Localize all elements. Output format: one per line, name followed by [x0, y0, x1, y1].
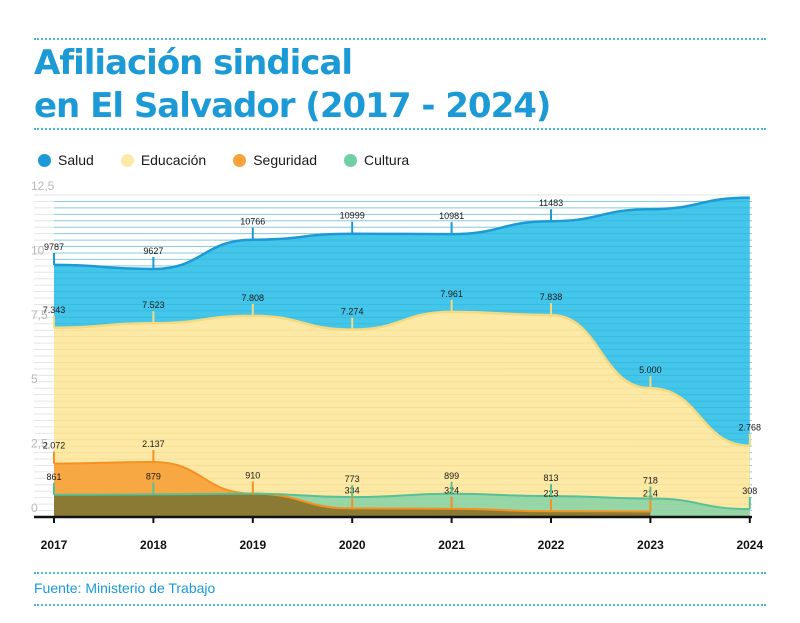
series-line-seguridad: [53, 460, 651, 513]
cultura-data-label: 879: [146, 471, 161, 481]
x-tick-label: 2023: [637, 538, 664, 552]
y-axis-ticks: 0 2,5 5 7,5 10 12,5: [31, 179, 55, 515]
y-tick-label: 0: [31, 501, 38, 515]
top-divider: [34, 38, 766, 40]
educacion-data-label: 2.768: [739, 423, 762, 433]
chart-title-line-1: Afiliación sindical: [34, 43, 353, 83]
educacion-data-labels: 7.343 7.523 7.808 7.274 7.961 7.838 5.000 2.768: [43, 289, 761, 446]
salud-data-label: 10999: [340, 211, 365, 221]
y-tick-label: 7,5: [31, 308, 48, 322]
salud-data-label: 10981: [439, 211, 464, 221]
cultura-data-label: 718: [643, 476, 658, 486]
cultura-data-label: 861: [46, 472, 61, 482]
x-tick-label: 2018: [140, 538, 167, 552]
legend-item-salud: Salud: [38, 152, 94, 168]
x-tick-label: 2017: [41, 538, 68, 552]
title-divider: [34, 128, 766, 130]
seguridad-data-label: 910: [245, 471, 260, 481]
y-tick-label: 12,5: [31, 179, 55, 193]
educacion-data-label: 7.343: [43, 305, 66, 315]
y-tick-label: 5: [31, 372, 38, 386]
end-divider: [34, 604, 766, 606]
source-note: Fuente: Ministerio de Trabajo: [34, 580, 216, 596]
chart-title-line-2: en El Salvador (2017 - 2024): [34, 86, 551, 126]
legend-item-cultura: Cultura: [344, 152, 409, 168]
educacion-data-label: 7.961: [440, 289, 463, 299]
x-axis-ticks: 2017 2018 2019 2020 2021 2022 2023 2024: [41, 517, 763, 552]
cultura-data-label: 308: [742, 486, 757, 496]
legend-swatch-seguridad: [233, 153, 247, 167]
legend-label-cultura: Cultura: [364, 152, 410, 168]
salud-data-label: 11483: [539, 198, 563, 208]
y-tick-label: 10: [31, 243, 45, 257]
legend-item-seguridad: Seguridad: [233, 152, 317, 168]
x-tick-label: 2020: [339, 538, 366, 552]
educacion-data-label: 7.808: [242, 293, 265, 303]
cultura-data-labels: 861 879 773 899 813 718 308: [46, 471, 757, 510]
x-tick-label: 2019: [239, 538, 266, 552]
salud-data-label: 10766: [240, 217, 265, 227]
salud-data-labels: 9787 9627 10766 10999 10981 11483: [44, 198, 563, 270]
legend-swatch-cultura: [344, 153, 358, 167]
educacion-data-label: 7.523: [142, 300, 165, 310]
educacion-data-label: 5.000: [639, 365, 662, 375]
salud-data-label: 9627: [143, 246, 163, 256]
legend-swatch-salud: [38, 153, 51, 167]
bottom-divider: [34, 572, 766, 574]
cultura-data-label: 813: [543, 473, 558, 483]
legend-label-seguridad: Seguridad: [253, 152, 318, 168]
cultura-data-label: 899: [444, 471, 459, 481]
x-tick-label: 2022: [538, 538, 565, 552]
legend-label-salud: Salud: [58, 152, 94, 168]
legend-swatch-educacion: [120, 153, 134, 167]
chart-legend: Salud Educación Seguridad Cultura: [38, 149, 409, 171]
seguridad-data-label: 2.072: [43, 441, 66, 451]
cultura-data-label: 773: [345, 474, 360, 484]
x-tick-label: 2021: [438, 538, 465, 552]
y-tick-label: 2,5: [31, 437, 48, 451]
seguridad-data-label: 2.137: [142, 439, 165, 449]
educacion-data-label: 7.274: [341, 307, 364, 317]
x-tick-label: 2024: [736, 538, 763, 552]
series-line-salud: [53, 196, 750, 271]
legend-label-educacion: Educación: [140, 152, 207, 168]
salud-data-label: 9787: [44, 242, 64, 252]
series-line-cultura: [53, 492, 750, 511]
legend-item-educacion: Educación: [120, 152, 207, 168]
educacion-data-label: 7.838: [540, 292, 563, 302]
